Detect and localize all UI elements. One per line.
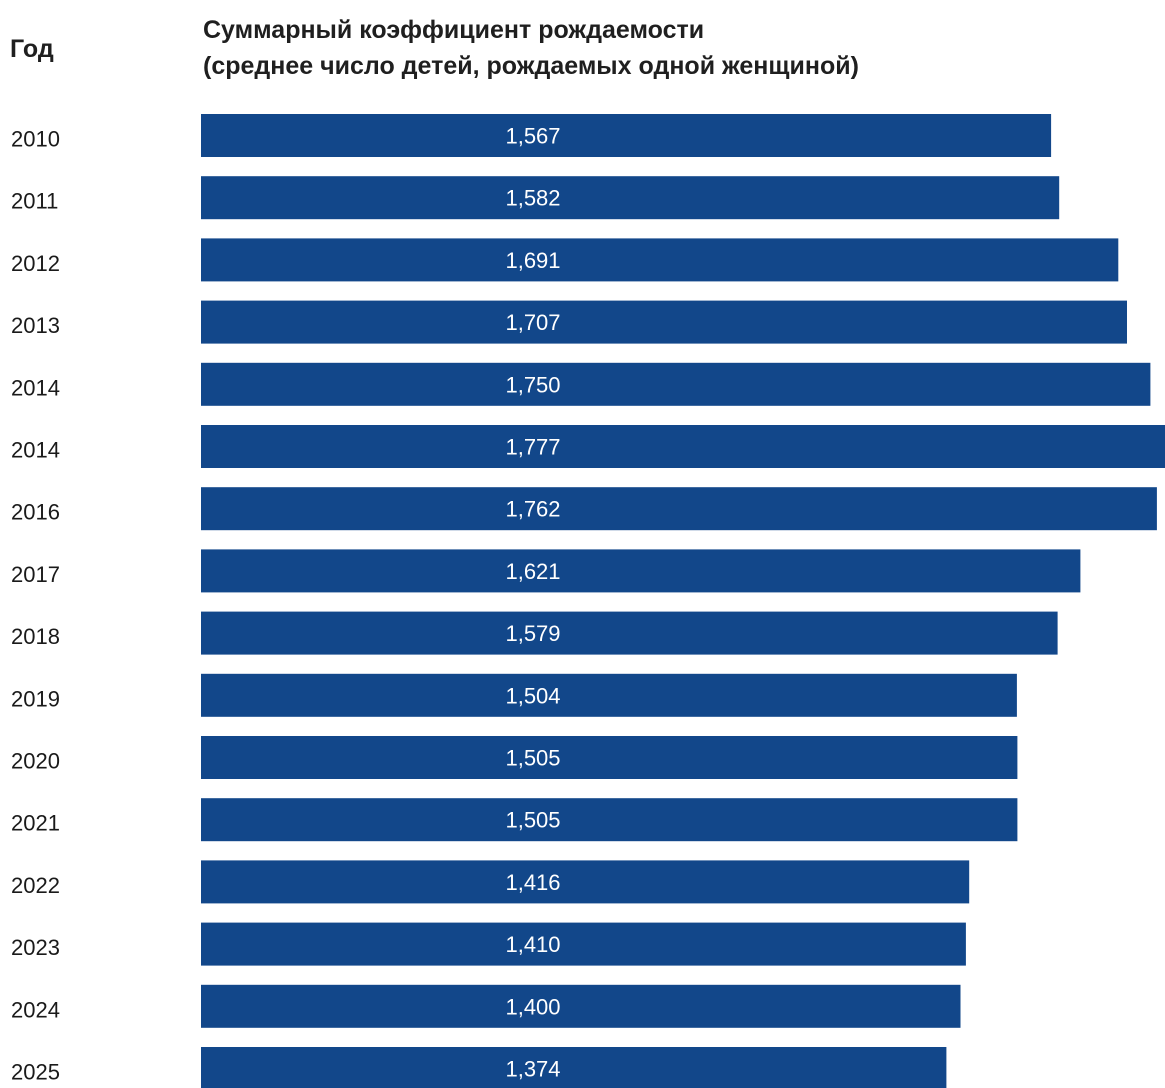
bar-2017-7: [201, 549, 1081, 593]
bar-value-label: 1,762: [505, 497, 560, 522]
bar-2023-13: [201, 922, 966, 966]
year-label: 2014: [11, 375, 60, 400]
year-label: 2017: [11, 562, 60, 587]
bar-2025-15: [201, 1047, 947, 1088]
bar-value-label: 1,504: [505, 683, 560, 708]
year-label: 2021: [11, 811, 60, 836]
chart-title-line-1: Суммарный коэффициент рождаемости: [203, 16, 705, 44]
year-label: 2010: [11, 127, 60, 152]
year-label: 2019: [11, 686, 60, 711]
year-label: 2011: [11, 189, 58, 214]
bar-value-label: 1,567: [505, 124, 560, 149]
bar-value-label: 1,707: [505, 310, 560, 335]
bar-2019-9: [201, 673, 1017, 717]
bar-2014-5: [201, 425, 1165, 468]
bar-2018-8: [201, 611, 1058, 655]
bar-2013-3: [201, 300, 1127, 344]
bar-2012-2: [201, 238, 1119, 282]
chart-title-line-2: (среднее число детей, рождаемых одной же…: [203, 52, 859, 80]
bar-2014-4: [201, 362, 1151, 406]
bar-value-label: 1,505: [505, 808, 560, 833]
bar-value-label: 1,777: [505, 435, 560, 460]
year-label: 2018: [11, 624, 60, 649]
chart-title: Суммарный коэффициент рождаемости (средн…: [203, 12, 1123, 84]
bar-value-label: 1,691: [505, 248, 560, 273]
year-label: 2023: [11, 935, 60, 960]
year-label: 2024: [11, 997, 60, 1022]
bar-2021-11: [201, 798, 1018, 842]
bar-value-label: 1,374: [505, 1057, 560, 1082]
year-label: 2020: [11, 749, 60, 774]
bar-value-label: 1,416: [505, 870, 560, 895]
bar-2016-6: [201, 487, 1157, 531]
bar-value-label: 1,750: [505, 372, 560, 397]
bar-value-label: 1,410: [505, 932, 560, 957]
year-label: 2016: [11, 500, 60, 525]
year-label: 2014: [11, 438, 60, 463]
bar-2011-1: [201, 176, 1060, 220]
bar-2020-10: [201, 736, 1018, 779]
year-label: 2012: [11, 251, 60, 276]
year-column-header: Год: [10, 35, 54, 63]
bar-2022-12: [201, 860, 970, 904]
bar-value-label: 1,400: [505, 994, 560, 1019]
year-label: 2013: [11, 313, 60, 338]
bar-2010-0: [201, 114, 1052, 157]
bar-value-label: 1,582: [505, 186, 560, 211]
year-label: 2022: [11, 873, 60, 898]
bar-2024-14: [201, 984, 961, 1028]
bar-value-label: 1,621: [505, 559, 560, 584]
bar-value-label: 1,579: [505, 621, 560, 646]
bar-value-label: 1,505: [505, 746, 560, 771]
year-label: 2025: [11, 1060, 60, 1085]
